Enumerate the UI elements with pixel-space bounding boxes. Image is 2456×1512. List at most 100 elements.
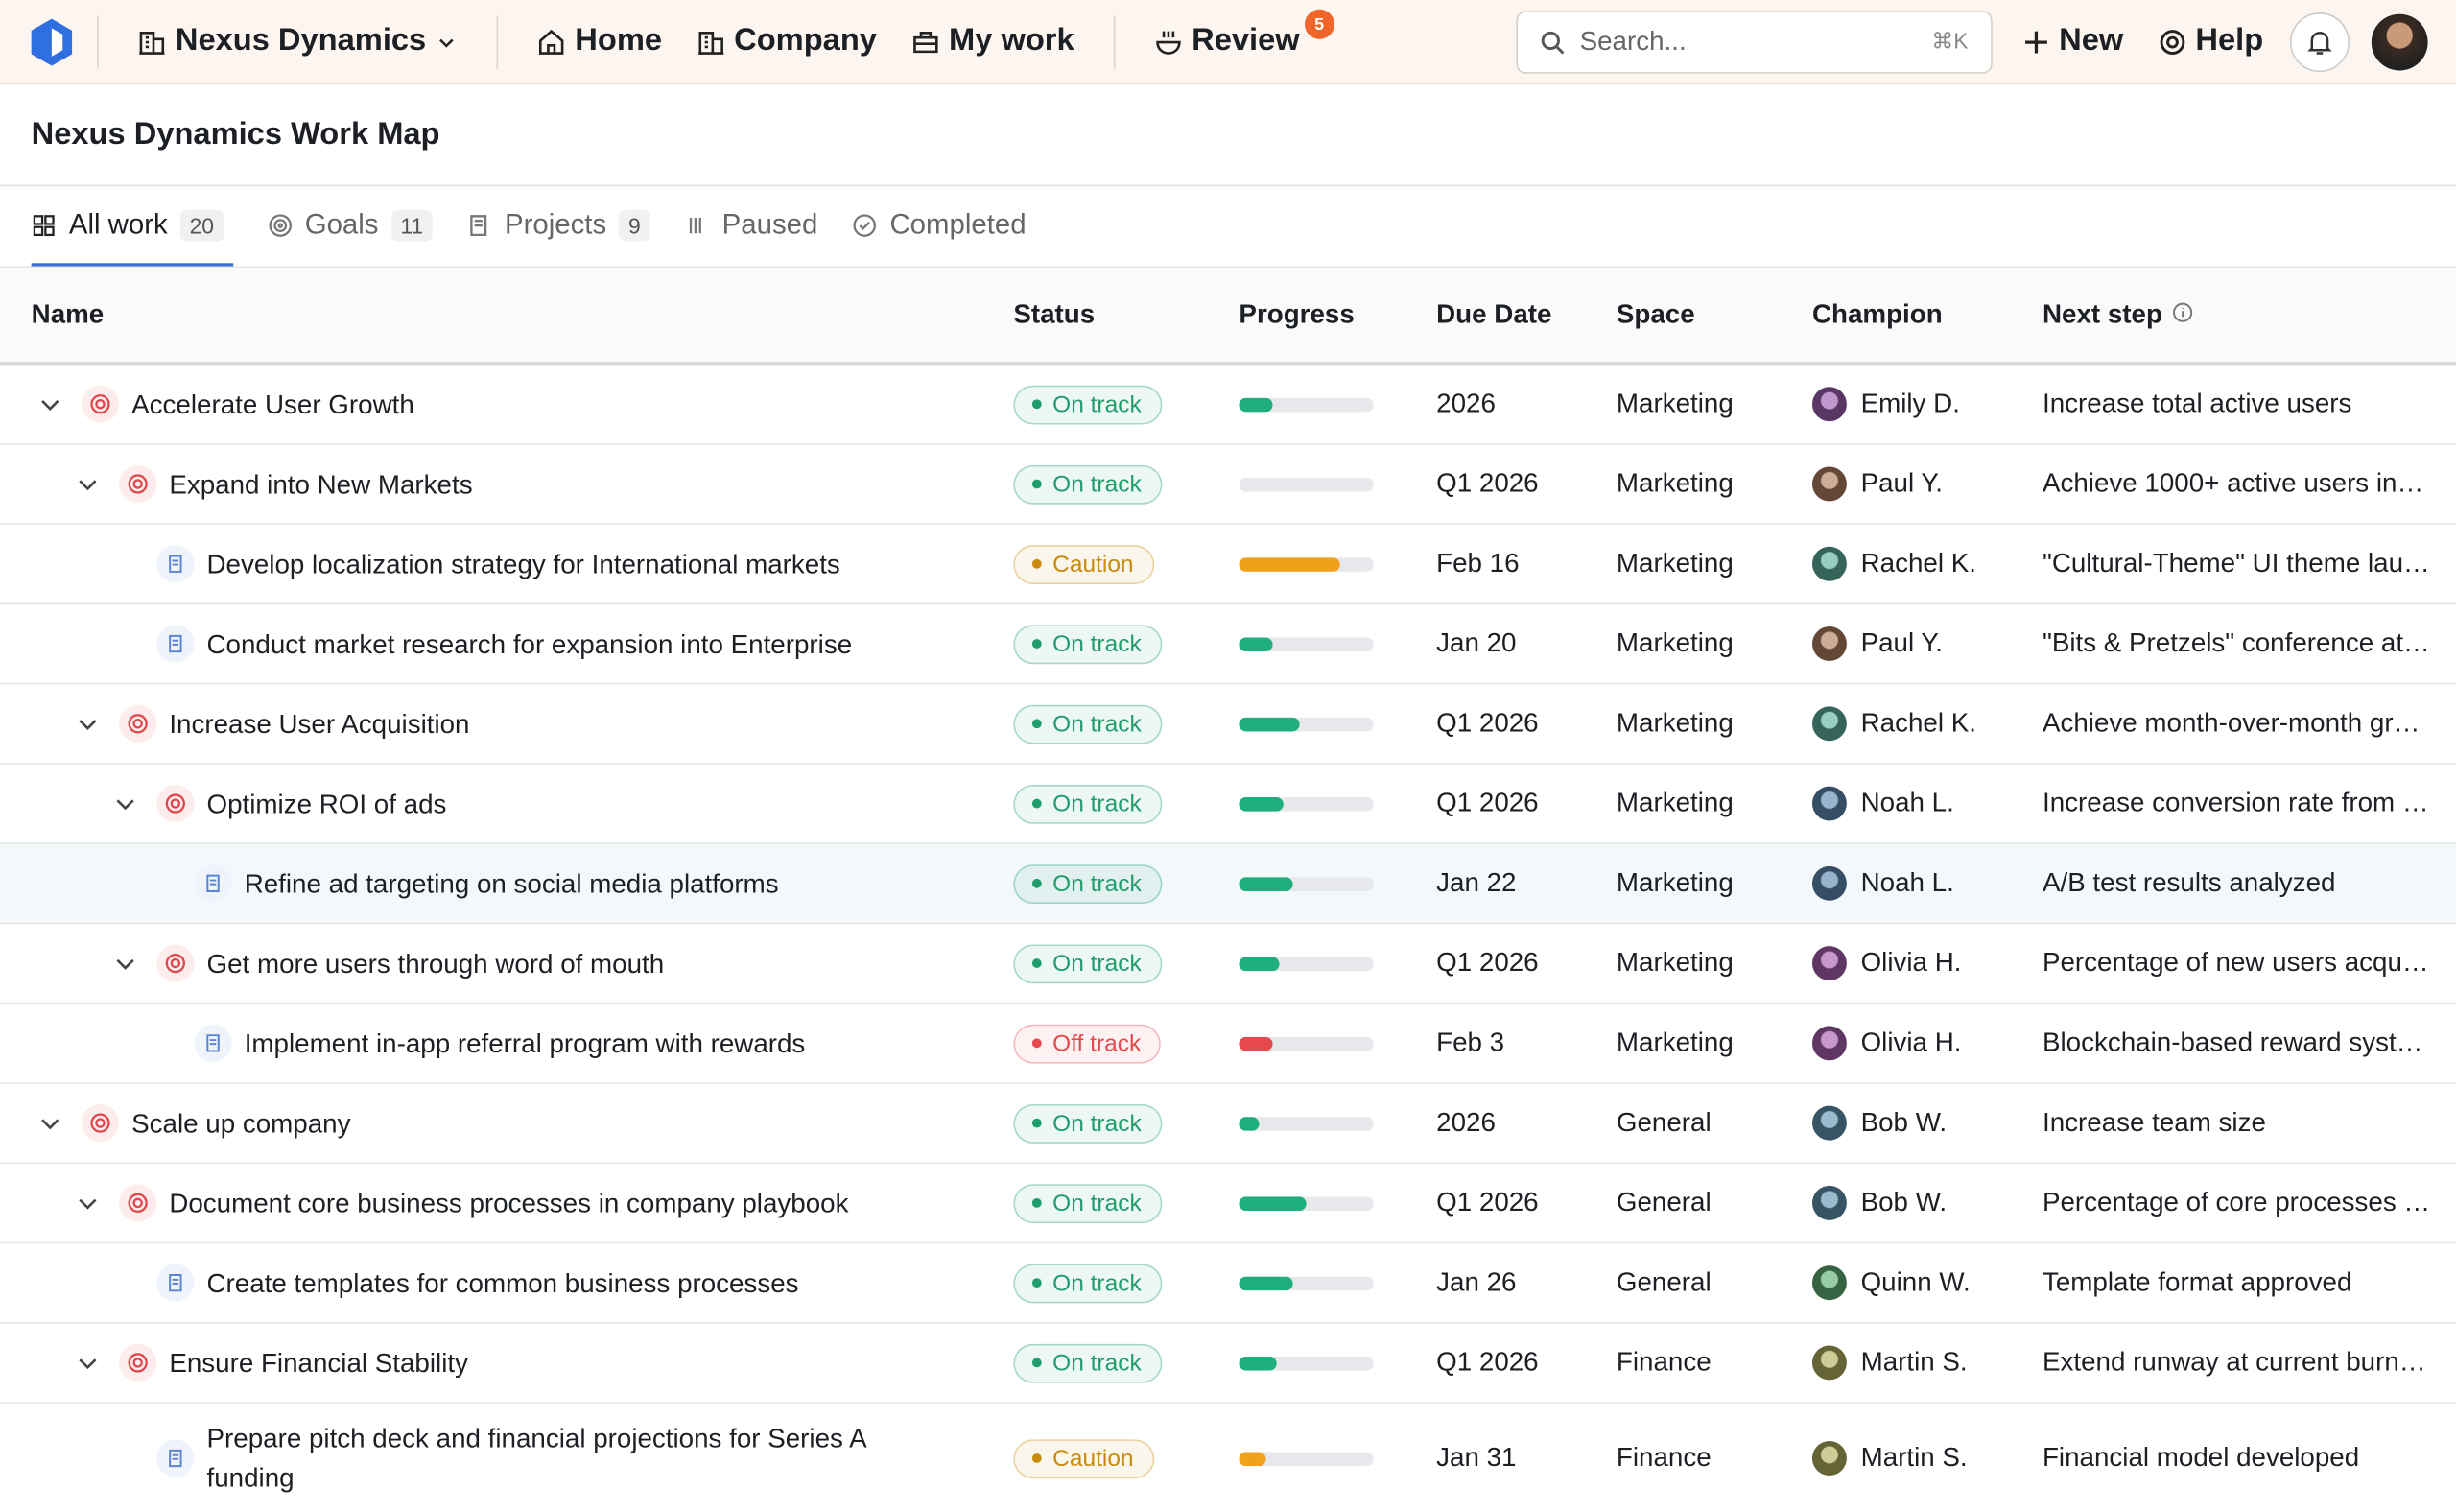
name-cell: Get more users through word of mouth: [0, 928, 940, 998]
column-label: Name: [31, 298, 105, 329]
table-row[interactable]: Scale up company On track 2026 General Bob W…: [0, 1084, 2456, 1165]
nav-icon: [912, 31, 938, 53]
item-name[interactable]: Ensure Financial Stability: [169, 1347, 468, 1378]
item-icon: [156, 784, 195, 823]
progress-track: [1239, 636, 1374, 651]
progress-fill: [1239, 796, 1284, 811]
table-row[interactable]: Optimize ROI of ads On track Q1 2026 Market…: [0, 765, 2456, 844]
help-button[interactable]: Help: [2140, 23, 2280, 59]
chevron[interactable]: [106, 953, 144, 975]
table-row[interactable]: Refine ad targeting on social media plat…: [0, 843, 2456, 925]
champion: Olivia H.: [1811, 1026, 1961, 1061]
champion-name: Paul Y.: [1860, 627, 1943, 658]
tab[interactable]: Goals 11: [268, 186, 433, 266]
logo[interactable]: [28, 16, 75, 66]
nav-review[interactable]: Review 5: [1137, 9, 1334, 59]
tab[interactable]: Completed: [852, 186, 1027, 266]
table-row[interactable]: Document core business processes in comp…: [0, 1164, 2456, 1244]
tab-icon: [689, 217, 701, 233]
next-step: "Bits & Pretzels" conference attended: [2042, 627, 2431, 658]
search-box[interactable]: Search... ⌘K: [1515, 10, 1992, 73]
item-name[interactable]: Increase User Acquisition: [169, 708, 470, 739]
chevron[interactable]: [69, 1192, 106, 1214]
item-name[interactable]: Conduct market research for expansion in…: [206, 628, 853, 659]
status-pill: On track: [1013, 1103, 1162, 1144]
table-row[interactable]: Increase User Acquisition On track Q1 2026…: [0, 684, 2456, 765]
table-row[interactable]: Implement in-app referral program with r…: [0, 1004, 2456, 1084]
column-header[interactable]: Champion: [1812, 299, 1943, 331]
status-cell: On track: [1013, 624, 1162, 664]
item-name[interactable]: Accelerate User Growth: [131, 389, 414, 419]
champion: Noah L.: [1811, 865, 1954, 901]
item-icon: [156, 944, 195, 982]
name-cell: Refine ad targeting on social media plat…: [0, 848, 940, 918]
champion-avatar: [1811, 1441, 1847, 1476]
tab-icon: [853, 213, 877, 237]
champion: Paul Y.: [1811, 626, 1943, 661]
column-header[interactable]: Next step: [2043, 299, 2192, 331]
column-header[interactable]: Progress: [1239, 299, 1354, 331]
chevron[interactable]: [69, 1352, 106, 1374]
name-cell: Conduct market research for expansion in…: [0, 608, 940, 678]
item-name[interactable]: Get more users through word of mouth: [206, 948, 665, 979]
item-name[interactable]: Optimize ROI of ads: [206, 789, 447, 819]
workspace-switcher[interactable]: Nexus Dynamics: [121, 23, 475, 59]
item-icon: [156, 1264, 195, 1302]
chevron[interactable]: [106, 792, 144, 815]
notifications[interactable]: [2289, 12, 2350, 72]
tab[interactable]: Paused: [684, 186, 817, 266]
progress-fill: [1239, 556, 1340, 572]
tab[interactable]: All work 20: [31, 186, 233, 267]
item-name[interactable]: Create templates for common business pro…: [206, 1267, 799, 1298]
item-name[interactable]: Implement in-app referral program with r…: [244, 1028, 806, 1058]
item-name[interactable]: Document core business processes in comp…: [169, 1188, 849, 1218]
nav-item[interactable]: Company: [679, 23, 894, 59]
item-name[interactable]: Scale up company: [131, 1108, 351, 1139]
status-label: On track: [1052, 1109, 1142, 1137]
status-dot: [1031, 1358, 1042, 1368]
status-label: On track: [1052, 710, 1142, 738]
progress-fill: [1239, 876, 1293, 891]
champion-avatar: [1811, 626, 1847, 661]
chevron[interactable]: [69, 473, 106, 495]
column-header[interactable]: Due Date: [1436, 299, 1551, 331]
progress-bar: [1239, 716, 1374, 731]
table-row[interactable]: Develop localization strategy for Intern…: [0, 525, 2456, 605]
nav-label: My work: [949, 23, 1074, 59]
new-button[interactable]: New: [2004, 23, 2140, 59]
table-row[interactable]: Conduct market research for expansion in…: [0, 604, 2456, 685]
status-label: On track: [1052, 1190, 1142, 1217]
chevron[interactable]: [32, 393, 69, 415]
space: Marketing: [1616, 867, 1734, 898]
table-row[interactable]: Get more users through word of mouth On t…: [0, 924, 2456, 1004]
nav-item[interactable]: My work: [894, 23, 1092, 59]
nav-icon: [697, 31, 723, 54]
table-row[interactable]: Prepare pitch deck and financial project…: [0, 1404, 2456, 1512]
status-label: On track: [1052, 1269, 1142, 1297]
table-row[interactable]: Expand into New Markets On track Q1 2026 Ma…: [0, 445, 2456, 525]
item-name[interactable]: Refine ad targeting on social media plat…: [244, 868, 779, 899]
table-row[interactable]: Create templates for common business pro…: [0, 1243, 2456, 1324]
column-header[interactable]: Status: [1013, 299, 1095, 331]
name-cell: Document core business processes in comp…: [0, 1168, 940, 1238]
champion-name: Bob W.: [1860, 1187, 1948, 1217]
item-name[interactable]: Develop localization strategy for Intern…: [206, 549, 840, 579]
champion-avatar: [1811, 546, 1847, 581]
due-date: Q1 2026: [1436, 1187, 1539, 1217]
item-name[interactable]: Expand into New Markets: [169, 468, 473, 499]
column-header[interactable]: Space: [1617, 299, 1695, 331]
item-name[interactable]: Prepare pitch deck and financial project…: [206, 1424, 866, 1493]
chevron[interactable]: [69, 713, 106, 735]
chevron[interactable]: [32, 1112, 69, 1134]
user-avatar[interactable]: [2371, 12, 2428, 70]
table-row[interactable]: Accelerate User Growth On track 2026 Market…: [0, 365, 2456, 445]
tab[interactable]: Projects 9: [467, 186, 650, 266]
nav-item[interactable]: Home: [520, 23, 679, 59]
tab-label: Paused: [721, 208, 818, 240]
champion: Quinn W.: [1811, 1265, 1971, 1301]
column-header[interactable]: Name: [32, 299, 105, 331]
status-dot: [1031, 1118, 1042, 1128]
table-row[interactable]: Ensure Financial Stability On track Q1 202…: [0, 1324, 2456, 1404]
table-body: Accelerate User Growth On track 2026 Market…: [0, 365, 2456, 1511]
champion: Olivia H.: [1811, 946, 1961, 981]
